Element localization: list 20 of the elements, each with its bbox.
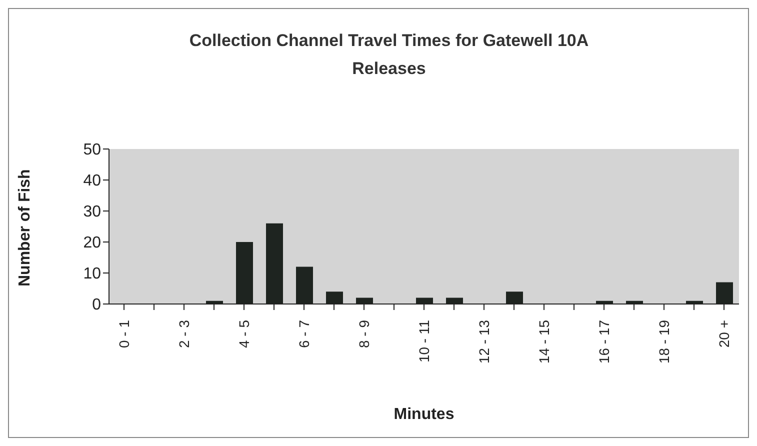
x-tick-label: 0 - 1 xyxy=(116,320,132,348)
x-tick-label: 12 - 13 xyxy=(476,320,492,364)
x-tick-label: 8 - 9 xyxy=(356,320,372,348)
y-axis-title: Number of Fish xyxy=(16,169,34,286)
x-tick-label: 2 - 3 xyxy=(176,320,192,348)
x-axis-title: Minutes xyxy=(394,406,454,423)
x-tick-label: 20 + xyxy=(716,320,732,348)
y-tick-label: 0 xyxy=(92,296,102,314)
y-tick-label: 40 xyxy=(83,172,102,190)
x-tick-label: 18 - 19 xyxy=(656,320,672,364)
x-tick-label: 10 - 11 xyxy=(416,320,432,363)
x-tick-label: 14 - 15 xyxy=(536,320,552,364)
y-tick-label: 50 xyxy=(83,142,102,159)
chart-title: Collection Channel Travel Times for Gatewell 10A Releases xyxy=(188,30,590,80)
x-tick-label: 6 - 7 xyxy=(296,320,312,348)
y-tick-label: 30 xyxy=(83,204,102,221)
x-tick-label: 4 - 5 xyxy=(236,320,252,348)
y-tick-label: 10 xyxy=(83,266,102,283)
y-tick-label: 20 xyxy=(83,234,102,252)
x-tick-label: 16 - 17 xyxy=(596,320,612,364)
